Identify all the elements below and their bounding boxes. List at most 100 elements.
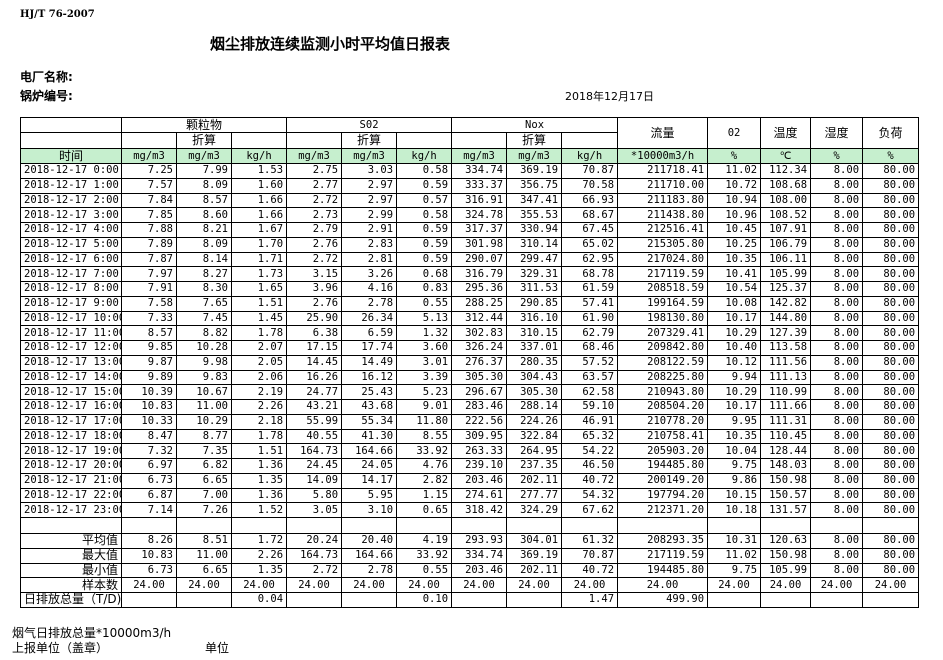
value-cell: 1.36 [230, 487, 288, 504]
value-cell: 217024.80 [617, 251, 709, 268]
value-cell: 8.00 [810, 266, 864, 282]
value-cell: 211183.80 [617, 192, 709, 209]
value-cell: 6.73 [121, 562, 177, 579]
time-cell: 2018-12-17 10:00 [20, 310, 122, 327]
value-cell: 16.26 [286, 369, 343, 386]
value-cell: 299.47 [506, 251, 563, 268]
value-cell: 2.72 [286, 251, 343, 268]
value-cell: 309.95 [451, 428, 508, 445]
value-cell: 3.39 [396, 369, 453, 386]
value-cell: 263.33 [451, 443, 508, 459]
value-cell: 120.63 [760, 533, 812, 549]
value-cell: 0.59 [396, 222, 453, 238]
value-cell: 80.00 [862, 399, 920, 415]
unit-cell: mg/m3 [506, 148, 563, 164]
value-cell: 80.00 [862, 428, 920, 445]
value-cell: 10.25 [707, 236, 762, 253]
value-cell: 7.33 [121, 310, 177, 327]
empty-cell [506, 517, 563, 534]
value-cell: 10.28 [176, 340, 232, 356]
value-cell: 125.37 [760, 281, 812, 297]
value-cell: 217119.59 [617, 547, 709, 564]
value-cell: 222.56 [451, 413, 508, 430]
value-cell: 43.68 [341, 399, 398, 415]
value-cell: 1.52 [230, 502, 288, 518]
value-cell: 8.00 [810, 192, 864, 209]
header-converted: 折算 [341, 132, 398, 149]
value-cell: 499.90 [617, 592, 709, 608]
header-converted: 折算 [176, 132, 232, 149]
table-row: 2018-12-17 1:00 7.57 8.09 1.60 2.77 2.97 0.59 3… [20, 177, 920, 194]
table-row: 2018-12-17 22:00 6.87 7.00 1.36 5.80 5.95 1.15… [20, 487, 920, 504]
value-cell: 80.00 [862, 547, 920, 564]
value-cell: 3.96 [286, 281, 343, 297]
value-cell: 57.52 [561, 354, 619, 371]
value-cell: 8.00 [810, 458, 864, 474]
value-cell: 1.67 [230, 222, 288, 238]
time-cell: 2018-12-17 11:00 [20, 325, 122, 341]
value-cell: 310.15 [506, 325, 563, 341]
header-cell [20, 117, 122, 133]
value-cell: 295.36 [451, 281, 508, 297]
value-cell: 57.41 [561, 295, 619, 312]
value-cell: 80.00 [862, 281, 920, 297]
value-cell: 8.00 [810, 384, 864, 400]
value-cell: 1.47 [561, 592, 619, 608]
value-cell: 215305.80 [617, 236, 709, 253]
value-cell: 2.78 [341, 562, 398, 579]
value-cell: 24.00 [121, 577, 177, 593]
unit-cell: ℃ [760, 148, 812, 164]
value-cell: 61.59 [561, 281, 619, 297]
unit-cell: mg/m3 [286, 148, 343, 164]
value-cell: 110.99 [760, 384, 812, 400]
value-cell: 80.00 [862, 177, 920, 194]
stat-label: 最大值 [20, 547, 122, 564]
value-cell: 33.92 [396, 443, 453, 459]
value-cell: 1.36 [230, 458, 288, 474]
value-cell: 6.38 [286, 325, 343, 341]
value-cell: 59.10 [561, 399, 619, 415]
value-cell: 5.80 [286, 487, 343, 504]
value-cell: 208225.80 [617, 369, 709, 386]
time-cell: 2018-12-17 7:00 [20, 266, 122, 282]
value-cell: 80.00 [862, 502, 920, 518]
empty-cell [561, 517, 619, 534]
value-cell: 80.00 [862, 251, 920, 268]
value-cell: 111.66 [760, 399, 812, 415]
value-cell: 217119.59 [617, 266, 709, 282]
value-cell: 208293.35 [617, 533, 709, 549]
value-cell: 355.53 [506, 207, 563, 223]
value-cell: 369.19 [506, 547, 563, 564]
table-row: 2018-12-17 5:00 7.89 8.09 1.70 2.76 2.83 0.59 3… [20, 236, 920, 253]
value-cell: 205903.20 [617, 443, 709, 459]
value-cell: 10.40 [707, 340, 762, 356]
empty-cell [121, 517, 177, 534]
value-cell: 7.35 [176, 443, 232, 459]
value-cell: 65.32 [561, 428, 619, 445]
value-cell: 316.79 [451, 266, 508, 282]
value-cell: 197794.20 [617, 487, 709, 504]
unit-cell: kg/h [561, 148, 619, 164]
value-cell: 7.58 [121, 295, 177, 312]
value-cell: 8.47 [121, 428, 177, 445]
page-title: 烟尘排放连续监测小时平均值日报表 [210, 35, 451, 53]
value-cell: 9.86 [707, 472, 762, 489]
value-cell: 142.82 [760, 295, 812, 312]
blank-row [20, 517, 920, 534]
value-cell: 2.05 [230, 354, 288, 371]
value-cell: 40.55 [286, 428, 343, 445]
value-cell: 24.00 [810, 577, 864, 593]
value-cell: 10.83 [121, 399, 177, 415]
header-row-1: 颗粒物 S02 Nox 流量 02 温度 湿度 负荷 [20, 117, 920, 149]
header-time: 时间 [20, 148, 122, 164]
value-cell: 24.00 [396, 577, 453, 593]
header-load: 负荷 [862, 117, 920, 149]
value-cell: 9.75 [707, 562, 762, 579]
header-cell [286, 132, 343, 149]
value-cell: 203.46 [451, 562, 508, 579]
value-cell: 61.32 [561, 533, 619, 549]
value-cell: 209842.80 [617, 340, 709, 356]
value-cell: 0.10 [396, 592, 453, 608]
value-cell: 2.77 [286, 177, 343, 194]
value-cell: 7.45 [176, 310, 232, 327]
